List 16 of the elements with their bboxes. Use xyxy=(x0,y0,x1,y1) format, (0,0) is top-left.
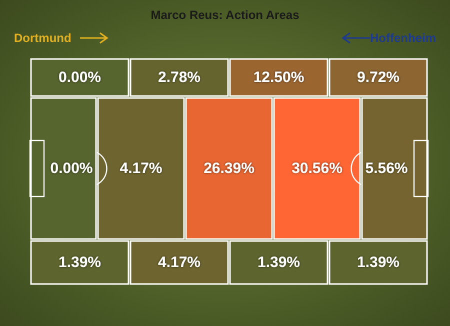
data-label: 1.39% xyxy=(58,254,102,271)
data-label: 4.17% xyxy=(158,254,201,271)
data-label: 12.50% xyxy=(253,69,304,86)
data-label: 0.00% xyxy=(50,160,93,177)
data-label: 1.39% xyxy=(257,254,300,271)
data-label: 30.56% xyxy=(292,160,342,177)
data-label: 9.72% xyxy=(356,69,400,86)
text: Marco Reus: Action Areas xyxy=(150,8,300,22)
data-label: 26.39% xyxy=(204,160,254,177)
data-label: 5.56% xyxy=(365,160,408,177)
text: Hoffenheim xyxy=(370,31,436,45)
text: Dortmund xyxy=(14,31,72,45)
data-label: 4.17% xyxy=(120,160,162,177)
data-label: 1.39% xyxy=(356,254,400,271)
data-label: 2.78% xyxy=(158,69,201,86)
data-label: 0.00% xyxy=(58,69,102,86)
